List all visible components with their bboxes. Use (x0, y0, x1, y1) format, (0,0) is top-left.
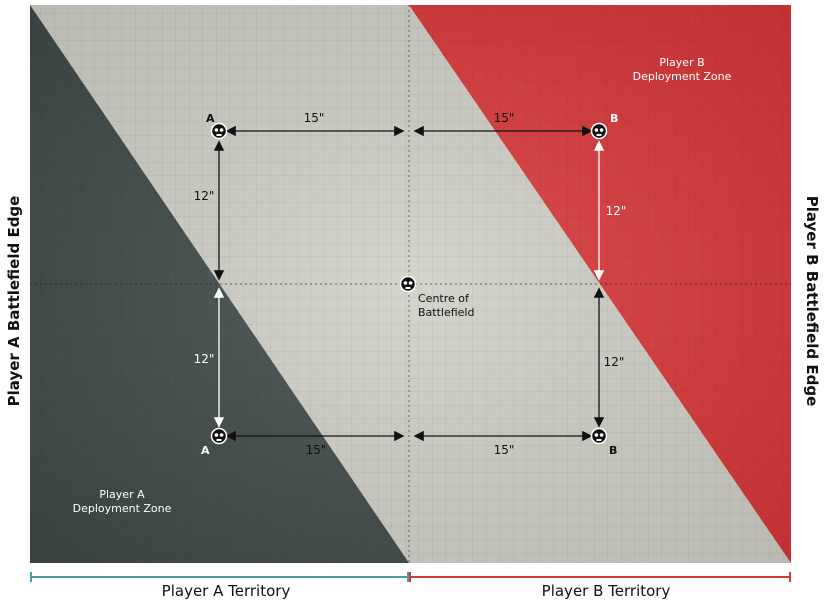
skull-icon (590, 427, 608, 445)
objective-label-b-bottom: B (609, 444, 617, 457)
skull-icon (210, 122, 228, 140)
distance-top-left: 15" (304, 111, 325, 125)
skull-icon (210, 427, 228, 445)
distance-top-right: 15" (494, 111, 515, 125)
objective-label-a-top: A (206, 112, 215, 125)
objective-label-b-top: B (610, 112, 618, 125)
player-a-territory-label: Player A Territory (161, 582, 291, 600)
centre-label-line-1: Centre of (418, 292, 470, 305)
centre-label-line-2: Battlefield (418, 306, 474, 319)
distance-bottom-right: 15" (494, 443, 515, 457)
objective-label-a-bottom: A (201, 444, 210, 457)
distance-right-lower: 12" (604, 355, 625, 369)
distance-right-upper: 12" (606, 204, 627, 218)
player-a-edge-label: Player A Battlefield Edge (5, 195, 23, 407)
distance-left-lower: 12" (194, 352, 215, 366)
player-b-zone-label-1: Player B (659, 56, 704, 69)
skull-icon (399, 275, 417, 293)
skull-icon (590, 122, 608, 140)
player-a-zone-label-2: Deployment Zone (73, 502, 172, 515)
player-a-zone-label-1: Player A (99, 488, 145, 501)
player-b-edge-label: Player B Battlefield Edge (803, 195, 821, 407)
distance-bottom-left: 15" (306, 443, 327, 457)
player-b-zone-label-2: Deployment Zone (633, 70, 732, 83)
distance-left-upper: 12" (194, 189, 215, 203)
player-b-territory-label: Player B Territory (541, 582, 671, 600)
